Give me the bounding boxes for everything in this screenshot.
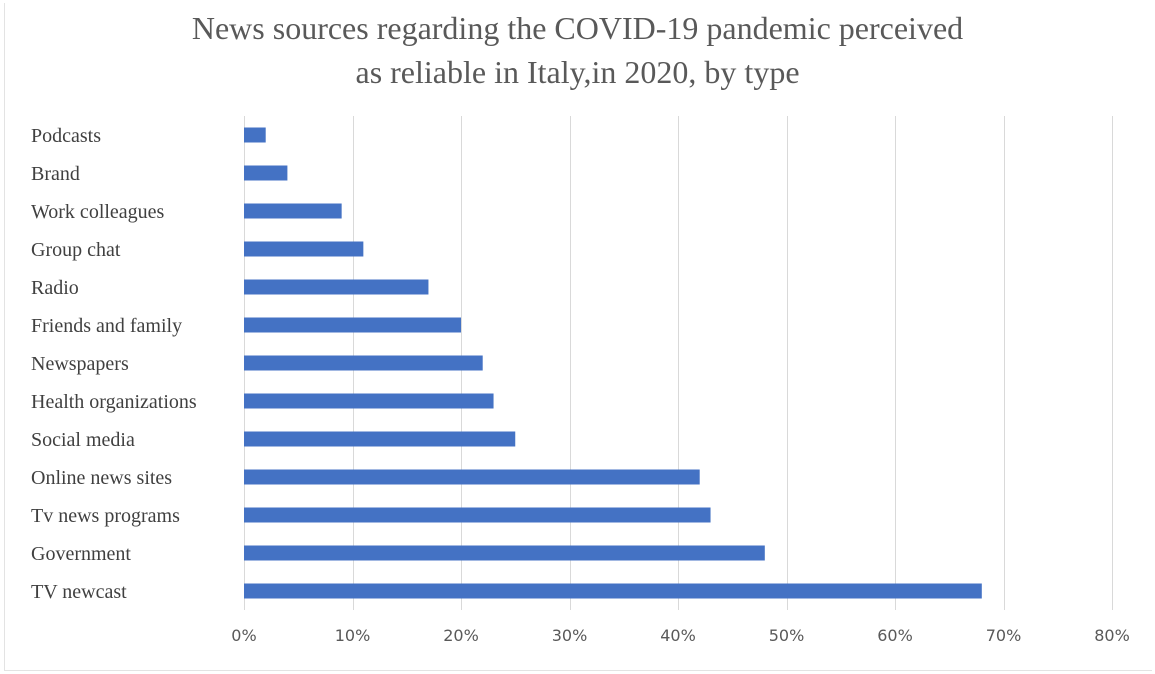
bar: [244, 355, 483, 371]
category-labels: Podcasts Brand Work colleagues Group chat Ra…: [31, 125, 197, 603]
bar: [244, 203, 342, 219]
category-label: TV newcast: [31, 581, 127, 603]
bars: [244, 127, 982, 599]
x-tick-labels: 0% 10% 20% 30% 40% 50% 60% 70% 80%: [231, 626, 1129, 645]
category-label: Tv news programs: [31, 505, 180, 527]
bar: [244, 545, 765, 561]
bar: [244, 279, 429, 295]
category-label: Brand: [31, 163, 80, 185]
chart-title: News sources regarding the COVID-19 pand…: [0, 6, 1155, 94]
bar: [244, 469, 700, 485]
chart-frame: [4, 3, 1152, 671]
x-tick-label: 30%: [552, 626, 588, 645]
category-label: Podcasts: [31, 125, 101, 147]
chart-title-line-1: News sources regarding the COVID-19 pand…: [191, 10, 964, 46]
gridlines: [244, 116, 1113, 610]
category-label: Online news sites: [31, 467, 172, 489]
x-tick-label: 20%: [443, 626, 479, 645]
bar: [244, 165, 288, 181]
category-label: Group chat: [31, 239, 121, 261]
bar: [244, 317, 461, 333]
bar: [244, 431, 516, 447]
bar: [244, 241, 364, 257]
category-label: Government: [31, 543, 131, 565]
x-tick-label: 60%: [877, 626, 913, 645]
x-tick-label: 40%: [660, 626, 696, 645]
x-tick-label: 10%: [335, 626, 371, 645]
x-tick-label: 0%: [231, 626, 256, 645]
bar: [244, 127, 266, 143]
x-tick-label: 80%: [1094, 626, 1130, 645]
bar: [244, 393, 494, 409]
category-label: Friends and family: [31, 315, 182, 337]
x-tick-label: 50%: [769, 626, 805, 645]
category-label: Newspapers: [31, 353, 129, 375]
bar: [244, 507, 711, 523]
category-label: Health organizations: [31, 391, 197, 413]
category-label: Social media: [31, 429, 135, 451]
category-label: Radio: [31, 277, 79, 299]
chart-title-line-2: as reliable in Italy,in 2020, by type: [355, 54, 800, 90]
x-tick-label: 70%: [986, 626, 1022, 645]
bar: [244, 583, 982, 599]
category-label: Work colleagues: [31, 201, 165, 223]
